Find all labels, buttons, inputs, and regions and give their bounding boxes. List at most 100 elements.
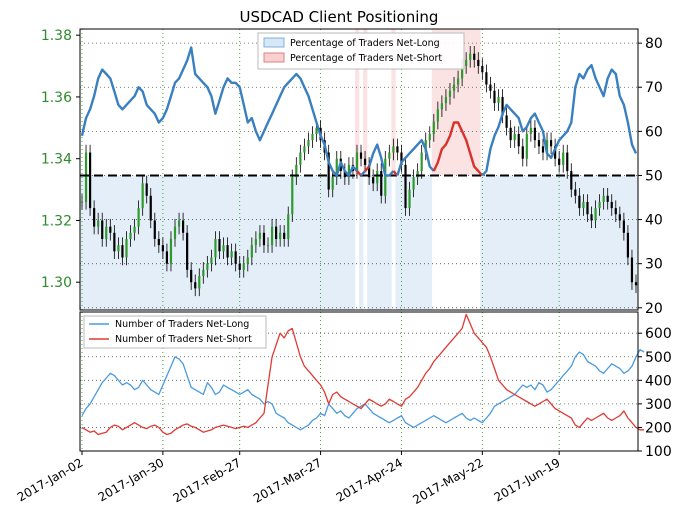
candle-body	[481, 66, 484, 73]
shade-net-long	[302, 175, 307, 310]
candle-body	[380, 171, 383, 196]
candle-body	[242, 263, 245, 270]
candle-body	[436, 109, 439, 122]
candle-body	[622, 220, 625, 233]
lower-legend-box	[83, 315, 267, 349]
shade-net-short	[363, 29, 368, 176]
shade-net-long	[569, 175, 574, 310]
candle-body	[376, 171, 379, 184]
shade-net-long	[367, 175, 372, 310]
percentage-tick-label: 80	[645, 36, 663, 52]
candle-body	[303, 146, 306, 153]
candle-body	[295, 164, 298, 178]
percentage-tick-label: 40	[645, 213, 663, 229]
series-line-net-long	[80, 46, 358, 177]
shade-net-long	[553, 175, 558, 310]
shade-net-long	[561, 175, 566, 310]
candle-body	[630, 257, 634, 283]
candle-body	[137, 208, 140, 227]
candle-body	[97, 220, 100, 227]
upper-frame	[79, 28, 639, 311]
shade-net-long	[342, 175, 348, 310]
shade-net-long	[585, 175, 590, 310]
lower-legend-label-net-short: Number of Traders Net-Short	[115, 334, 252, 345]
shade-net-long	[427, 175, 433, 310]
shade-net-long	[512, 175, 518, 310]
shade-net-long	[233, 175, 238, 310]
shade-net-long	[193, 175, 198, 310]
candle-body	[541, 146, 545, 153]
candle-body	[335, 158, 338, 178]
shade-net-long	[318, 175, 323, 310]
shade-net-short	[460, 29, 465, 176]
candle-body	[283, 232, 286, 239]
shade-net-long	[96, 175, 101, 310]
candle-body	[105, 226, 108, 239]
lower-panel: 100 200 300 400 500 600 Number of Traders Net…	[79, 311, 672, 460]
price-tick-label: 1.30	[41, 275, 72, 291]
legend-swatch-net-long	[263, 37, 285, 48]
shade-net-long	[577, 175, 582, 310]
candle-body	[384, 158, 387, 196]
shade-net-long	[79, 175, 85, 310]
candle-body	[408, 189, 411, 209]
count-tick-label: 400	[645, 373, 672, 389]
shade-net-long	[399, 175, 404, 310]
shade-net-long	[189, 175, 194, 310]
percentage-axis: 20 30 40 50 60 70 80	[638, 36, 663, 317]
shade-net-long	[148, 175, 154, 310]
candle-body	[440, 103, 443, 110]
shade-net-long	[294, 175, 299, 310]
shade-net-long	[411, 175, 416, 310]
shade-net-long	[338, 175, 344, 310]
count-tick-label: 300	[645, 397, 672, 413]
shade-net-long	[229, 175, 234, 310]
count-tick-label: 100	[645, 444, 672, 460]
shade-net-long	[237, 175, 243, 310]
shade-net-long	[209, 175, 214, 310]
shade-net-long	[589, 175, 594, 310]
shade-net-long	[581, 175, 586, 310]
legend-swatch-net-short	[263, 52, 285, 63]
candle-body	[129, 232, 132, 239]
shade-net-long	[322, 175, 327, 310]
candle-body	[606, 195, 609, 202]
candle-body	[432, 121, 435, 134]
candle-body	[307, 140, 310, 147]
candle-body	[177, 220, 181, 227]
candle-body	[485, 72, 488, 85]
shade-net-long	[359, 175, 364, 310]
candle-body	[206, 263, 209, 270]
candle-body	[254, 238, 257, 246]
series-line-net-short	[432, 121, 484, 177]
candle-body	[194, 282, 197, 289]
candle-body	[456, 78, 460, 85]
percentage-tick-label: 60	[645, 124, 663, 140]
candle-body	[493, 90, 496, 104]
shade-net-long	[528, 175, 534, 310]
upper-legend: Percentage of Traders Net-Long Percentag…	[257, 32, 465, 70]
shade-net-long	[84, 175, 89, 310]
date-tick-label: 2017-May-22	[410, 455, 485, 507]
shade-net-long	[88, 175, 93, 310]
candle-body	[262, 232, 266, 246]
candle-body	[327, 152, 330, 190]
candle-body	[392, 146, 395, 153]
candle-body	[202, 269, 205, 277]
candle-body	[226, 245, 229, 258]
candle-body	[363, 158, 367, 165]
shade-net-short	[452, 29, 457, 176]
shade-net-long	[181, 175, 186, 310]
shade-net-long	[310, 175, 315, 310]
shade-net-long	[419, 175, 425, 310]
date-tick-label: 2017-Apr-24	[334, 455, 405, 504]
candle-body	[331, 177, 334, 190]
price-tick-label: 1.32	[41, 213, 72, 229]
price-tick-label: 1.38	[41, 28, 72, 44]
shade-net-long	[593, 175, 598, 310]
count-tick-label: 500	[645, 350, 672, 366]
candle-body	[501, 96, 504, 116]
candle-body	[545, 140, 549, 153]
candle-body	[602, 195, 605, 202]
candle-body	[258, 232, 262, 239]
